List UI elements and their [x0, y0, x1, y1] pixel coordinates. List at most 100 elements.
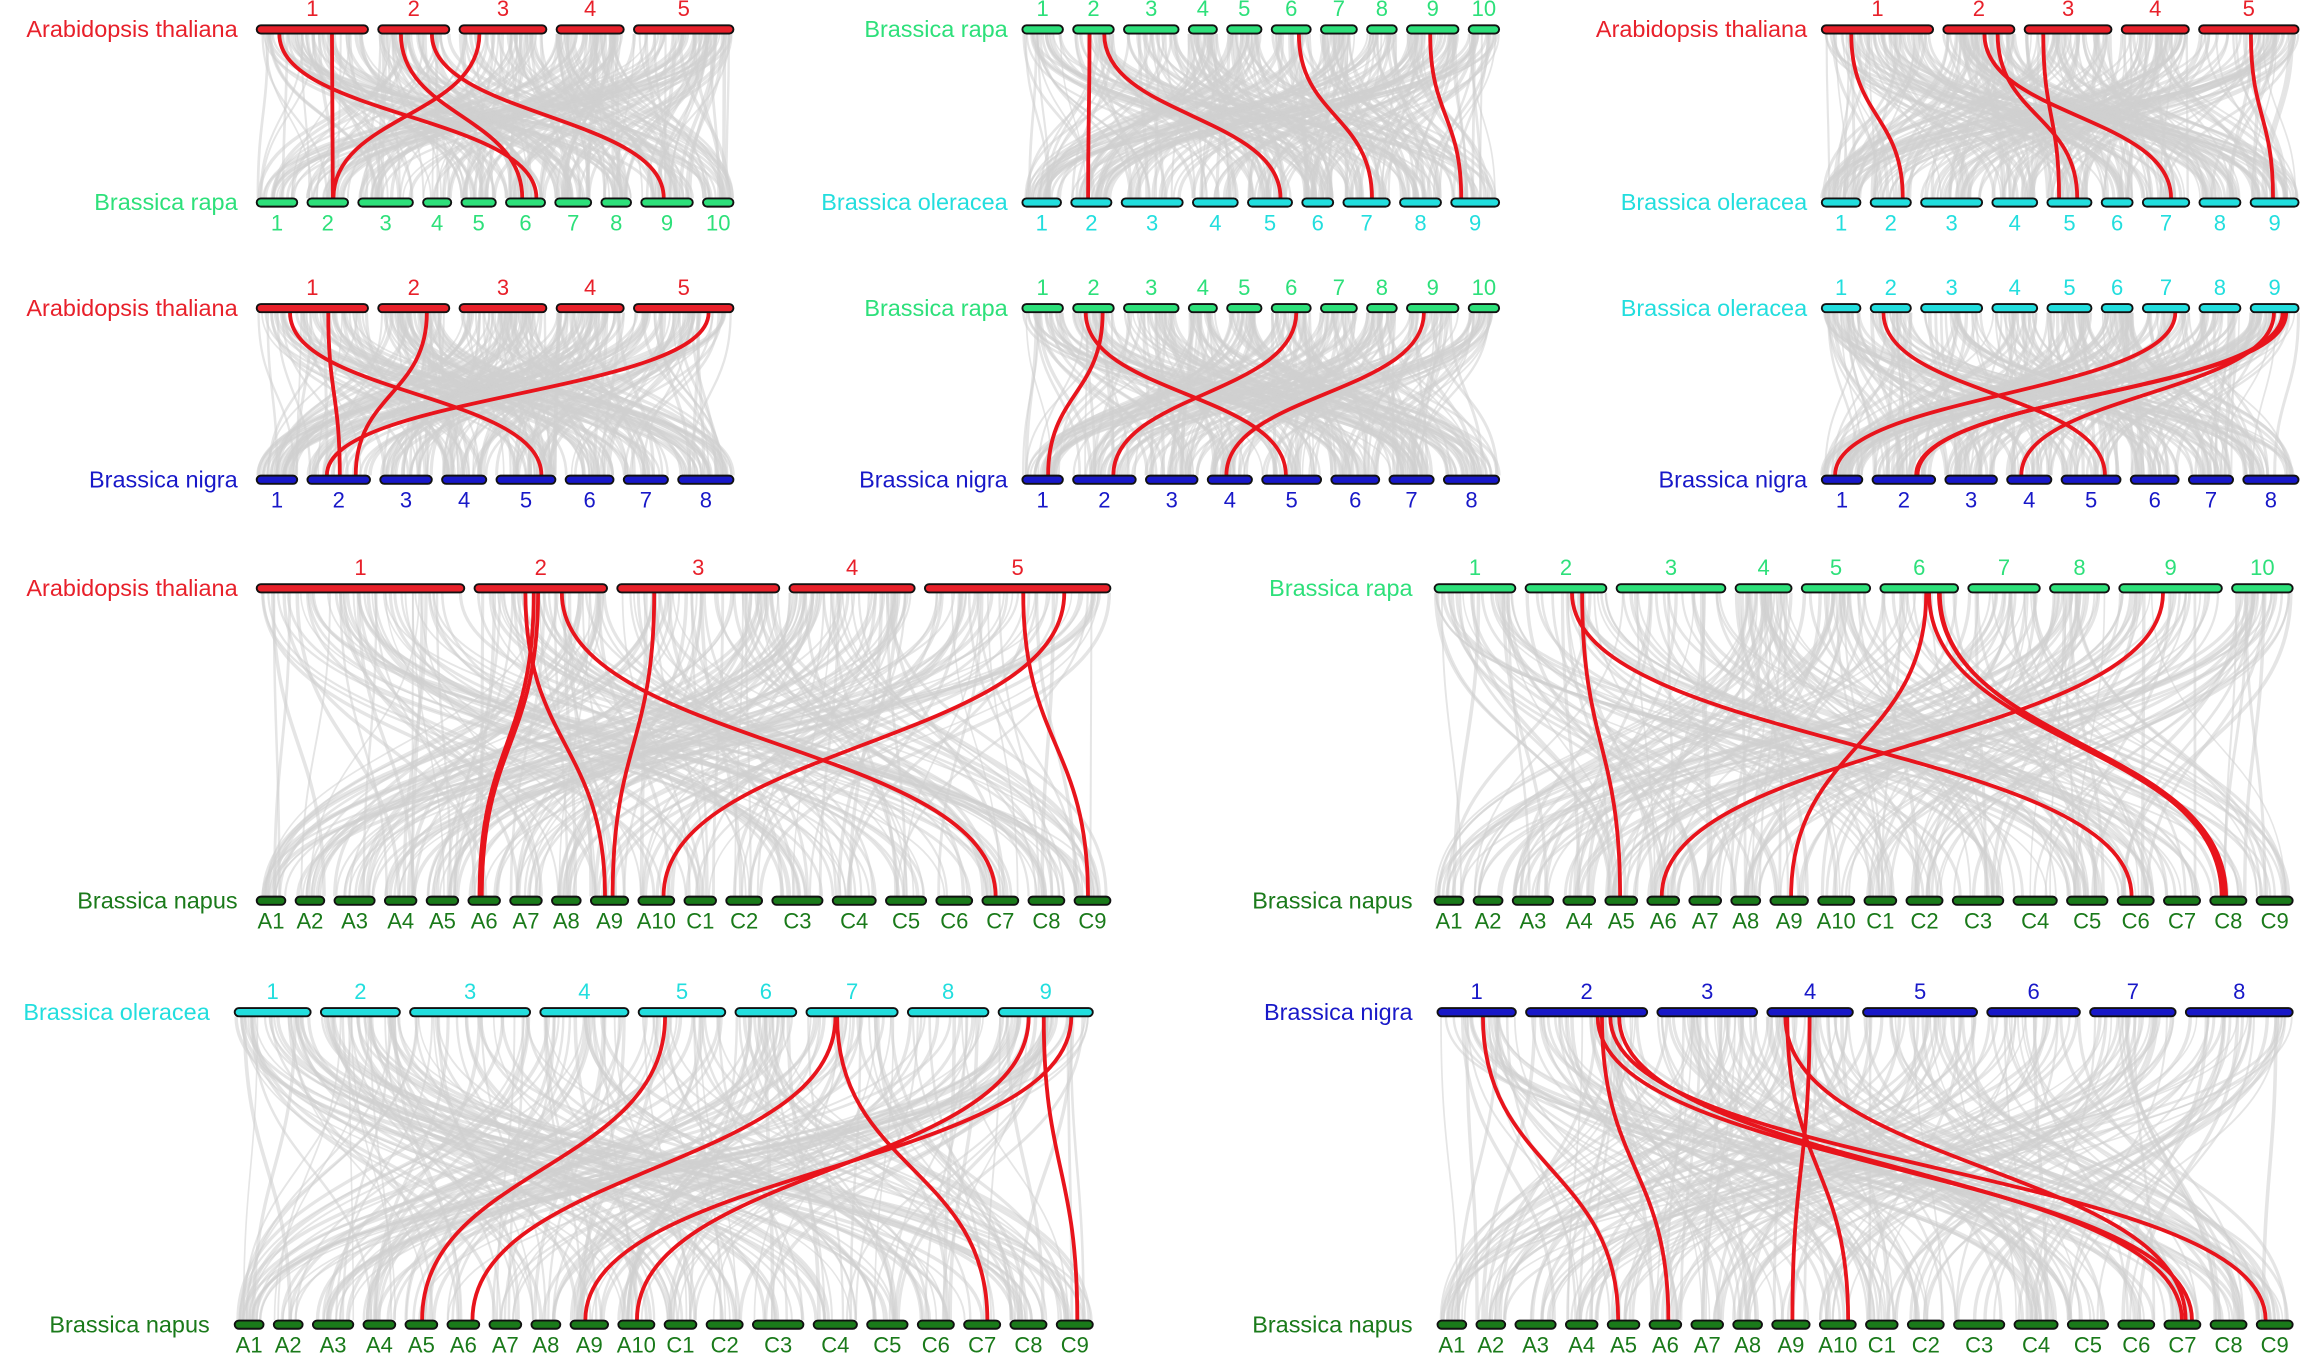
collinear-link — [694, 592, 1059, 897]
chromosome-label: A10 — [617, 1332, 656, 1357]
collinear-link — [1540, 1016, 1798, 1321]
chromosome-label: 3 — [464, 979, 476, 1004]
collinear-link — [271, 592, 582, 897]
chromosome — [1525, 1007, 1649, 1018]
collinear-link — [1890, 312, 1977, 476]
chromosome-label: 6 — [2111, 275, 2123, 300]
chromosome — [255, 895, 287, 906]
collinear-link — [242, 1016, 259, 1321]
collinear-link — [1991, 592, 2285, 897]
collinear-link — [769, 592, 1101, 897]
gene-link — [288, 312, 544, 476]
chromosome — [473, 583, 608, 594]
chromosome — [2141, 303, 2191, 314]
chromosome — [539, 1007, 630, 1018]
chromosome-label: 8 — [1414, 210, 1426, 235]
collinear-link — [1473, 592, 1624, 897]
chromosome-label: 6 — [1312, 210, 1324, 235]
collinear-link — [263, 592, 815, 897]
collinear-link — [393, 592, 901, 897]
chromosome-label: A1 — [236, 1332, 263, 1357]
chromosome-label: 7 — [1333, 275, 1345, 300]
chromosome-label: C1 — [666, 1332, 694, 1357]
chromosome-label: C4 — [821, 1332, 849, 1357]
chromosome — [2198, 197, 2242, 208]
collinear-link — [1944, 312, 1983, 476]
chromosome-label: C9 — [1078, 909, 1106, 934]
chromosome — [1433, 583, 1517, 594]
chromosome — [377, 303, 451, 314]
collinear-background — [1021, 312, 1501, 476]
collinear-link — [808, 592, 907, 897]
chromosome — [2163, 895, 2201, 906]
collinear-link — [1275, 33, 1317, 199]
collinear-link — [642, 592, 969, 897]
chromosome — [255, 583, 466, 594]
chromosome — [2013, 1319, 2059, 1330]
collinear-link — [515, 312, 679, 476]
chromosome-label: 4 — [2009, 275, 2021, 300]
collinear-link — [294, 33, 477, 199]
collinear-link — [2261, 1016, 2278, 1321]
collinear-link — [340, 33, 685, 199]
collinear-link — [1882, 592, 2240, 897]
collinear-link — [747, 592, 1038, 897]
collinear-link — [1929, 1016, 2081, 1321]
collinear-link — [295, 592, 401, 897]
chromosome — [1206, 474, 1253, 485]
chromosome — [589, 895, 630, 906]
chromosome-label: 5 — [678, 0, 690, 21]
chromosome — [233, 1007, 312, 1018]
chromosome — [569, 1319, 610, 1330]
collinear-link — [1130, 33, 1283, 199]
gene-link — [1608, 1016, 2268, 1321]
chromosome-label: 4 — [1757, 555, 1769, 580]
chromosome — [1406, 303, 1460, 314]
species-name: Brassica oleracea — [23, 999, 210, 1025]
chromosome — [2255, 1319, 2294, 1330]
collinear-link — [1035, 312, 1165, 476]
collinear-link — [468, 592, 886, 897]
collinear-link — [557, 312, 645, 476]
chromosome-label: 8 — [1376, 275, 1388, 300]
chromosome — [1730, 895, 1762, 906]
collinear-link — [538, 592, 779, 897]
chromosome — [564, 474, 615, 485]
chromosome — [1511, 895, 1555, 906]
chromosome-label: 1 — [306, 0, 318, 21]
chromosome — [1366, 24, 1398, 35]
chromosome — [1145, 474, 1199, 485]
chromosome-label: 9 — [661, 210, 673, 235]
chromosome — [2184, 1007, 2294, 1018]
collinear-link — [2223, 592, 2238, 897]
collinear-link — [1340, 312, 1498, 476]
collinear-link — [426, 592, 761, 897]
collinear-link — [377, 33, 489, 199]
chromosome-label: 7 — [1405, 488, 1417, 513]
collinear-link — [893, 1016, 1047, 1321]
chromosome — [831, 895, 877, 906]
collinear-link — [297, 33, 543, 199]
chromosome — [1800, 583, 1872, 594]
chromosome — [1226, 303, 1263, 314]
chromosome — [1123, 303, 1180, 314]
collinear-link — [315, 1016, 817, 1321]
chromosome — [1442, 474, 1501, 485]
collinear-link — [897, 1016, 1085, 1321]
chromosome-label: C5 — [2074, 1332, 2102, 1357]
gene-link — [1783, 1016, 2188, 1321]
chromosome-label: C2 — [730, 909, 758, 934]
collinear-link — [361, 312, 528, 476]
chromosome — [555, 24, 625, 35]
chromosome — [1301, 197, 1335, 208]
collinear-link — [397, 1016, 1044, 1321]
collinear-link — [2077, 1016, 2237, 1321]
collinear-link — [1226, 312, 1323, 476]
collinear-link — [885, 592, 1108, 897]
collinear-link — [1578, 592, 2153, 897]
collinear-link — [1189, 33, 1310, 199]
chromosome-label: A9 — [1777, 1332, 1804, 1357]
chromosome — [1991, 197, 2039, 208]
chromosome-label: 1 — [1036, 210, 1048, 235]
